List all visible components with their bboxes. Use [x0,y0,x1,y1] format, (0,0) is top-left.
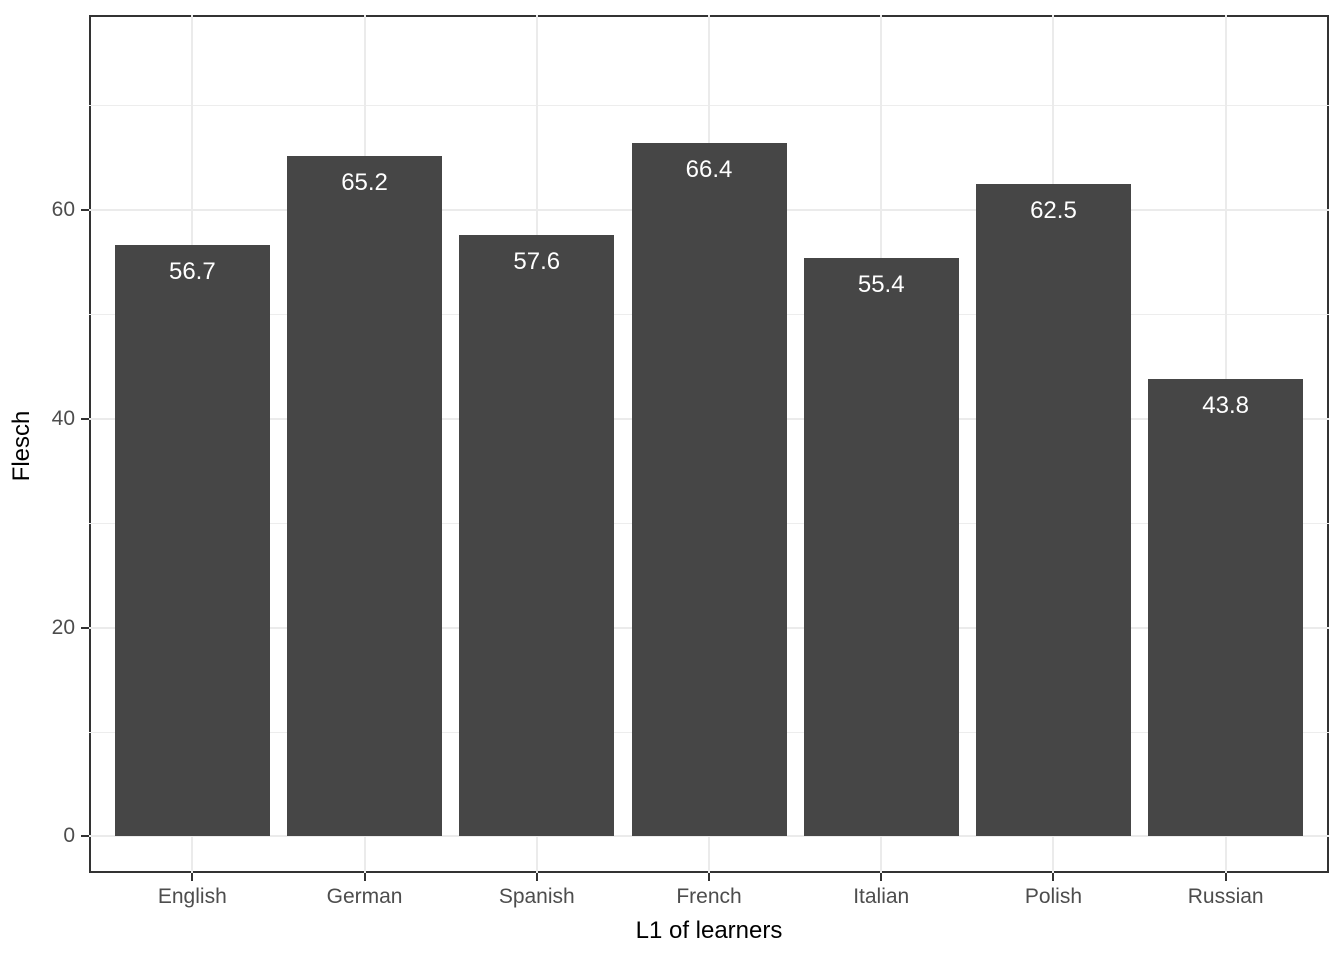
x-tick-mark [535,873,538,881]
y-tick-mark [81,835,89,838]
bar-french: 66.4 [631,143,787,837]
y-tick-mark [81,417,89,420]
x-tick-label-italian: Italian [853,885,910,908]
bar-value-label: 55.4 [857,271,905,299]
bar-english: 56.7 [114,244,270,837]
x-tick-label-polish: Polish [1024,885,1083,908]
bar-value-label: 65.2 [341,168,388,196]
bar-german: 65.2 [287,155,443,837]
y-tick-label: 20 [51,615,75,639]
y-tick-label: 0 [63,824,75,848]
y-axis-title: Flesch [8,410,35,482]
x-tick-mark [880,873,883,881]
bar-italian: 55.4 [803,258,959,837]
bar-value-label: 56.7 [168,257,216,285]
x-tick-label-french: French [676,885,742,908]
x-tick-label-russian: Russian [1187,885,1264,908]
x-tick-mark [1052,873,1055,881]
x-tick-mark [708,873,710,881]
y-tick-mark [81,209,89,212]
x-tick-mark [191,873,194,881]
y-tick-mark [81,626,89,629]
x-tick-label-german: German [326,885,403,908]
bar-polish: 62.5 [975,184,1131,837]
x-tick-label-spanish: Spanish [498,885,575,908]
bar-russian: 43.8 [1148,379,1304,837]
bar-value-label: 66.4 [685,156,733,184]
bar-spanish: 57.6 [459,235,615,837]
plot-panel: 56.7 65.2 57.6 66.4 55.4 62.5 43.8 [89,15,1329,873]
y-tick-label: 40 [51,406,75,430]
x-tick-label-english: English [157,885,227,908]
x-tick-mark [363,873,366,881]
x-axis-title: L1 of learners [635,917,783,944]
y-tick-label: 60 [51,198,75,222]
bar-value-label: 57.6 [513,248,561,276]
bar-value-label: 43.8 [1202,392,1250,420]
x-tick-mark [1224,873,1227,881]
bar-value-label: 62.5 [1030,197,1077,225]
